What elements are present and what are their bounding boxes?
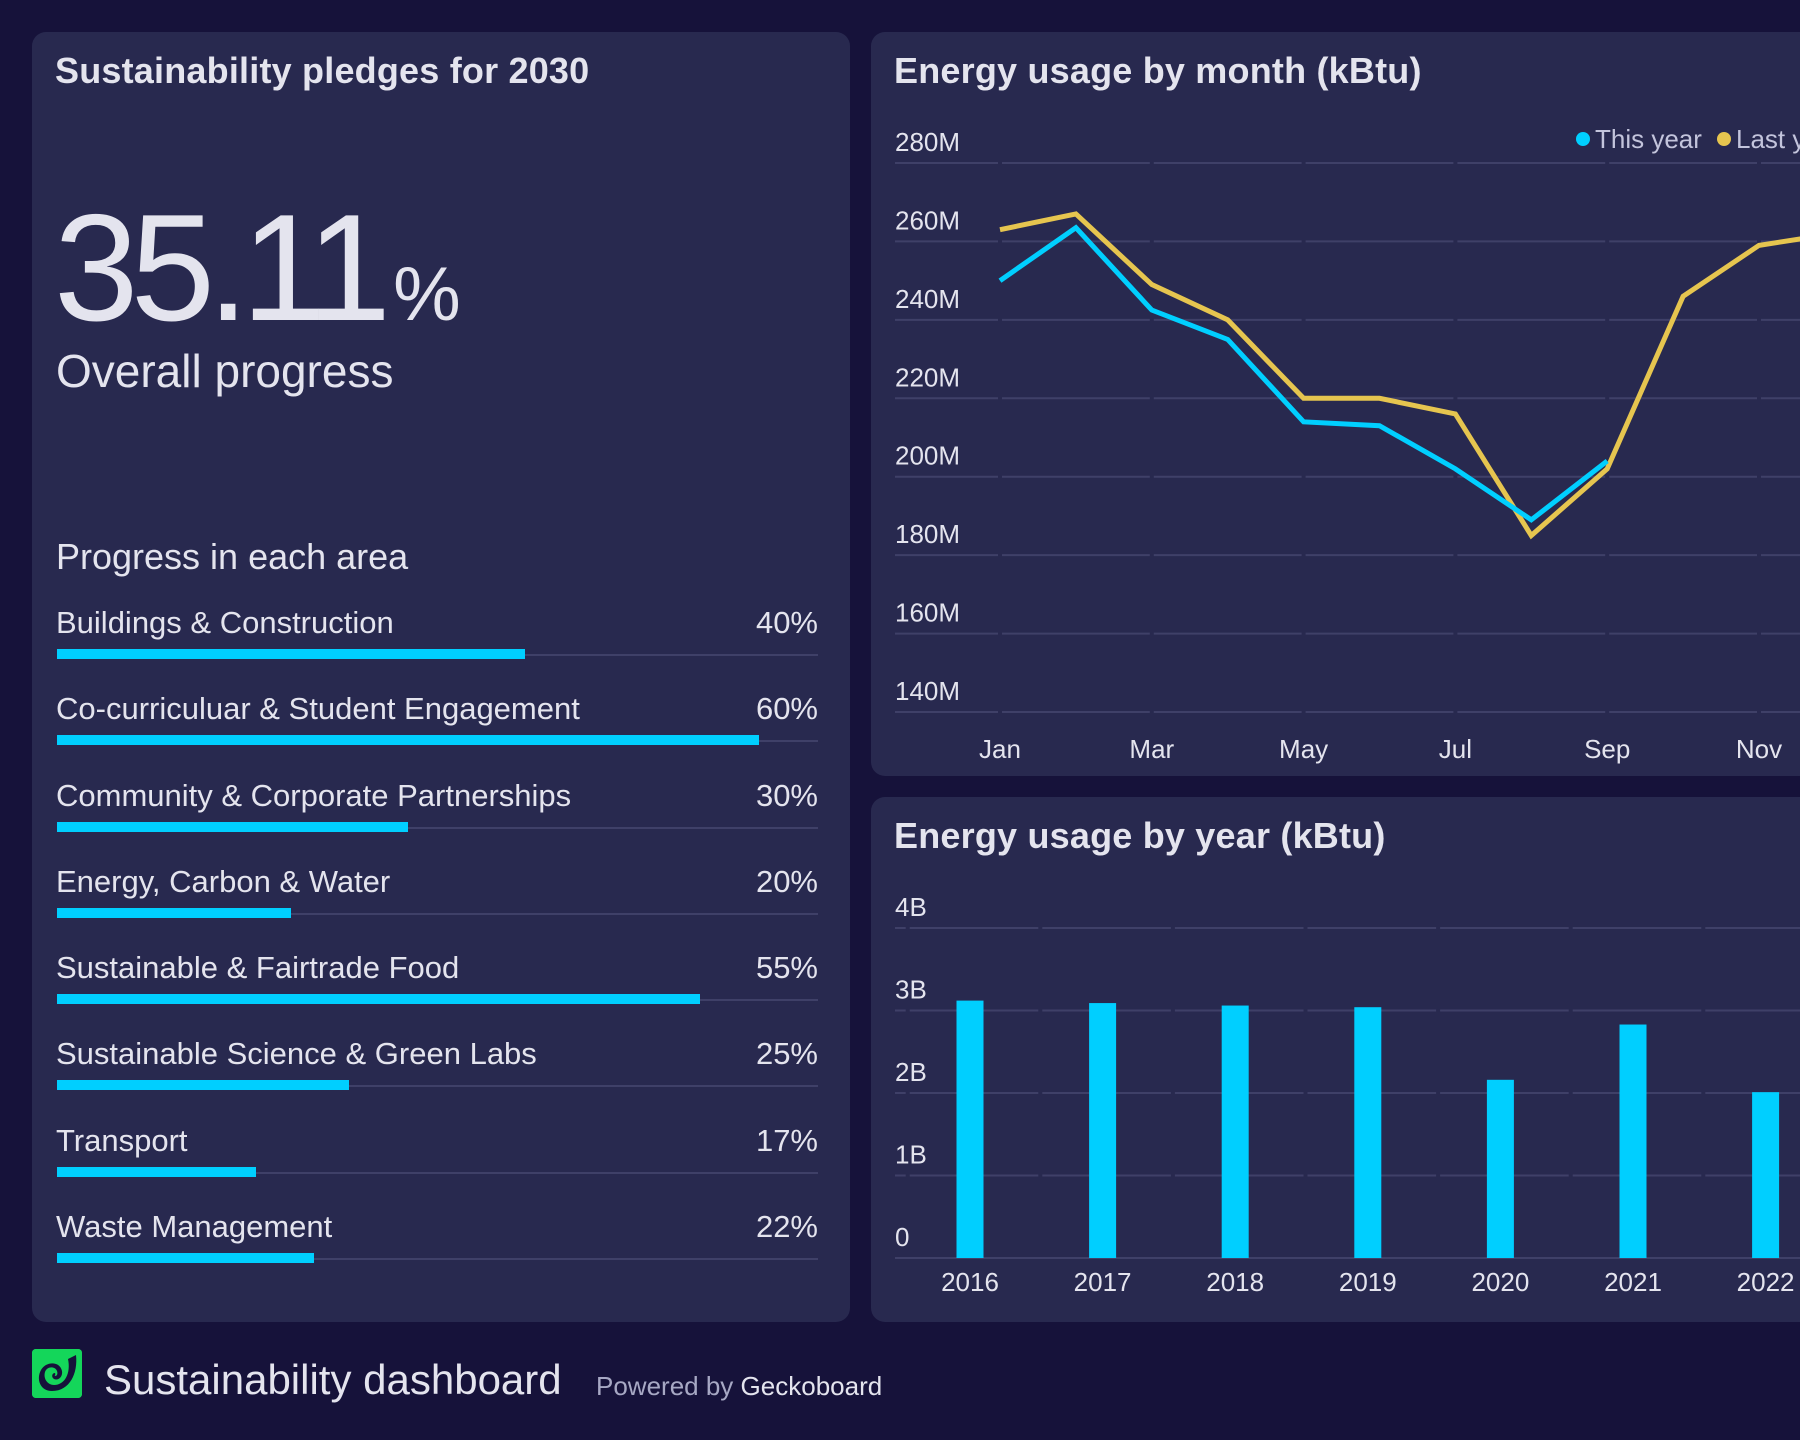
area-progress-bar [57,1080,350,1091]
bar-2020 [1486,1079,1514,1258]
x-tick-label: 2020 [1471,1267,1529,1297]
x-tick-label: 2016 [941,1267,999,1297]
area-progress-bar [57,735,759,746]
y-tick-label: 260M [895,205,960,235]
legend-dot-icon [1717,132,1731,146]
powered-by-label: Powered by [596,1371,734,1401]
area-progress-track [57,1171,818,1174]
y-tick-label: 180M [895,519,960,549]
bar-2022 [1752,1092,1780,1258]
energy-by-month-card: Energy usage by month (kBtu) 280M 260M 240… [871,32,1800,776]
area-progress-track [57,1085,818,1088]
area-row: Waste Management 22% [56,1209,818,1295]
x-tick-label: Jan [979,734,1021,764]
area-row: Sustainable & Fairtrade Food 55% [56,950,818,1036]
area-progress-track [57,912,818,915]
area-percent: 40% [755,605,818,640]
x-tick-label: 2018 [1206,1267,1264,1297]
area-percent: 17% [755,1122,818,1158]
area-progress-bar [57,821,408,832]
y-tick-label: 140M [895,676,960,706]
area-name: Waste Management [56,1209,333,1245]
area-name: Community & Corporate Partnerships [56,777,572,813]
area-name: Sustainable Science & Green Labs [56,1036,537,1072]
area-progress-bar [57,1253,315,1264]
area-name: Co-curriculuar & Student Engagement [56,691,580,727]
x-tick-label: 2022 [1737,1267,1795,1297]
y-tick-label: 240M [895,284,960,314]
area-row: Sustainable Science & Green Labs 25% [56,1036,818,1122]
y-tick-label: 0 [895,1222,909,1252]
area-name: Sustainable & Fairtrade Food [56,950,460,986]
legend-label: Last year [1736,124,1800,154]
x-tick-label: 2017 [1074,1267,1132,1297]
y-tick-label: 200M [895,441,960,471]
energy-by-year-card: Energy usage by year (kBtu) 4B 3B 2B 1B 0 20… [871,797,1800,1322]
area-row: Energy, Carbon & Water 20% [56,864,818,950]
energy-by-month-chart: 280M 260M 240M 220M 200M 180M 160M 140M Jan Mar M… [895,124,1800,764]
area-name: Energy, Carbon & Water [56,863,391,899]
overall-progress-label: Overall progress [56,345,394,397]
legend-dot-icon [1576,132,1590,146]
energy-by-year-chart: 4B 3B 2B 1B 0 2016 2017 2018 2019 2020 2021 2022 [895,892,1800,1297]
y-tick-label: 2B [895,1057,927,1087]
x-tick-label: Sep [1584,734,1630,764]
area-percent: 25% [755,1036,818,1072]
area-progress-track [57,826,818,829]
x-tick-label: 2021 [1604,1267,1662,1297]
area-percent: 60% [755,691,818,727]
area-progress-bar [57,994,701,1005]
y-tick-label: 280M [895,127,960,157]
area-name: Transport [56,1122,188,1158]
areas-heading: Progress in each area [56,536,409,577]
y-tick-label: 160M [895,598,960,628]
area-progress-bar [57,1166,256,1177]
x-tick-label: Nov [1736,734,1782,764]
y-tick-label: 220M [895,362,960,392]
y-tick-label: 1B [895,1140,927,1170]
x-tick-label: May [1279,734,1328,764]
legend-label: This year [1595,124,1702,154]
pledges-card: Sustainability pledges for 2030 35.11% O… [32,32,850,1322]
area-row: Buildings & Construction 40% [56,605,818,691]
line-series-last-year [999,211,1800,540]
bar-2019 [1354,1007,1382,1258]
x-tick-label: Jul [1439,734,1472,764]
area-row: Community & Corporate Partnerships 30% [56,778,818,864]
geckoboard-logo-icon [32,1349,82,1398]
geckoboard-brand-link[interactable]: Geckoboard [740,1371,883,1401]
dashboard-title: Sustainability dashboard [104,1356,562,1403]
area-row: Transport 17% [56,1123,818,1209]
overall-progress-value: 35.11% [54,192,461,344]
area-percent: 55% [755,950,818,986]
area-progress-bar [57,649,525,659]
area-percent: 30% [755,777,818,813]
area-progress-bar [57,907,291,918]
overall-progress-number: 35.11 [54,183,391,353]
area-percent: 20% [755,863,818,899]
x-tick-label: Mar [1129,734,1174,764]
x-tick-label: 2019 [1339,1267,1397,1297]
area-percent: 22% [755,1209,818,1245]
bar-2016 [956,1000,984,1258]
area-name: Buildings & Construction [56,605,394,640]
bar-2018 [1221,1005,1249,1258]
area-row: Co-curriculuar & Student Engagement 60% [56,691,818,777]
bar-2021 [1619,1024,1647,1258]
line-series-this-year [998,224,1609,523]
powered-by: Powered by Geckoboard [596,1371,882,1402]
pledges-title: Sustainability pledges for 2030 [55,50,590,91]
energy-by-month-title: Energy usage by month (kBtu) [894,50,1422,91]
bar-2017 [1089,1003,1117,1258]
y-tick-label: 4B [895,892,927,922]
energy-by-year-title: Energy usage by year (kBtu) [894,815,1386,856]
y-tick-label: 3B [895,975,927,1005]
area-progress-track [57,1258,818,1261]
overall-progress-unit: % [393,252,461,337]
area-progress-list: Buildings & Construction 40% Co-curricul… [56,605,818,1295]
